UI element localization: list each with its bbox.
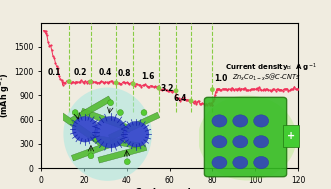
Circle shape (118, 110, 123, 115)
Circle shape (88, 153, 94, 159)
Bar (109, 112, 160, 140)
Text: 3.2: 3.2 (161, 84, 174, 93)
Circle shape (254, 156, 269, 169)
Bar (93, 135, 142, 149)
Point (210, 88, 215, 91)
Bar (70, 96, 112, 123)
Circle shape (141, 110, 147, 115)
Text: 1.6: 1.6 (142, 72, 155, 81)
Circle shape (108, 100, 114, 106)
Circle shape (212, 136, 227, 148)
Text: 0.2: 0.2 (73, 68, 86, 77)
Point (173, 89, 179, 92)
Circle shape (123, 121, 149, 147)
Circle shape (233, 136, 248, 148)
Circle shape (212, 115, 227, 127)
Point (156, 87, 162, 90)
Circle shape (72, 116, 98, 142)
Bar (283, 125, 299, 147)
Bar (98, 145, 147, 163)
Text: Current density：  A g$^{-1}$: Current density： A g$^{-1}$ (225, 62, 317, 74)
Y-axis label: Specific capacity
(mAh g$^{-1}$): Specific capacity (mAh g$^{-1}$) (0, 57, 12, 134)
Circle shape (72, 110, 78, 115)
Text: +: + (287, 131, 295, 141)
Text: 0.4: 0.4 (99, 68, 112, 77)
Point (88, 80, 93, 83)
Circle shape (95, 116, 126, 148)
Text: 6.4: 6.4 (174, 94, 187, 103)
Bar (71, 137, 124, 161)
Circle shape (254, 115, 269, 127)
Circle shape (233, 115, 248, 127)
Text: 0.8: 0.8 (118, 70, 131, 78)
Text: $Zn_xCo_{1-x}$S@C-CNTs: $Zn_xCo_{1-x}$S@C-CNTs (232, 72, 301, 83)
Ellipse shape (198, 95, 297, 180)
Bar (57, 111, 105, 147)
Text: 0.1: 0.1 (48, 68, 61, 77)
Circle shape (212, 156, 227, 169)
X-axis label: Cycle number: Cycle number (135, 188, 205, 189)
FancyBboxPatch shape (204, 97, 287, 177)
Point (131, 82, 136, 85)
Circle shape (254, 136, 269, 148)
Ellipse shape (64, 88, 152, 181)
Point (67, 80, 72, 83)
Point (114, 81, 119, 84)
Text: 1.0: 1.0 (214, 74, 228, 83)
Bar (80, 108, 129, 131)
Point (188, 99, 194, 102)
Circle shape (124, 159, 130, 165)
Circle shape (233, 156, 248, 169)
